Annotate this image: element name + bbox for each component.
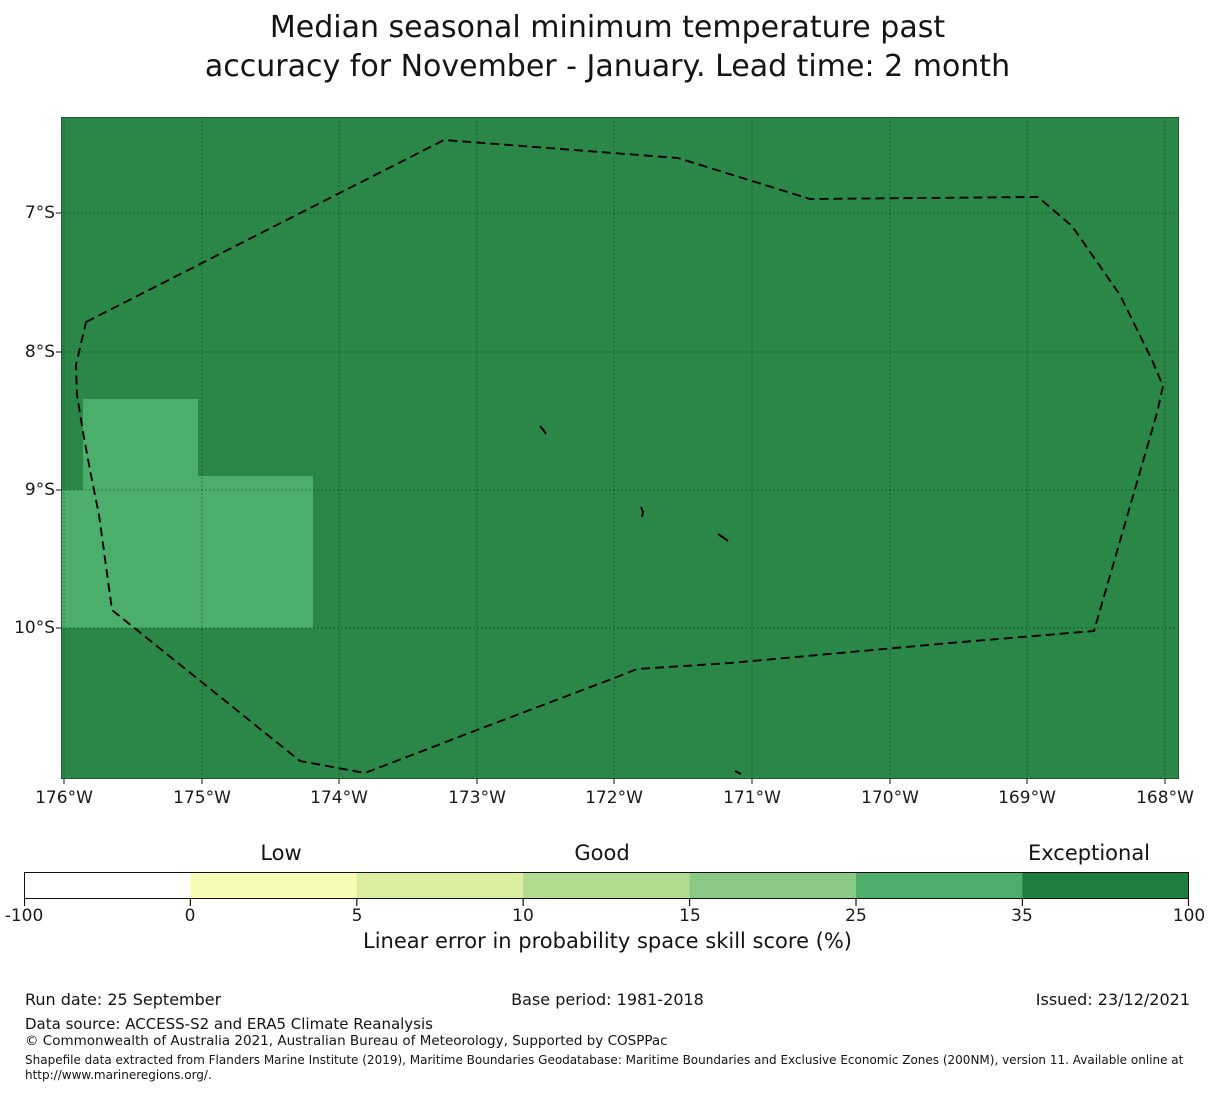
colorbar-tick-10: 10 <box>512 906 534 926</box>
data-source-text: Data source: ACCESS-S2 and ERA5 Climate … <box>25 1015 433 1033</box>
island-mark <box>640 506 645 518</box>
x-tick-label-170w: 170°W <box>861 788 919 808</box>
x-tick-label-169w: 169°W <box>998 788 1056 808</box>
map-plot <box>61 117 1179 779</box>
colorbar-segment <box>190 872 358 899</box>
x-tick-label-172w: 172°W <box>585 788 643 808</box>
copyright-text: © Commonwealth of Australia 2021, Austra… <box>25 1033 668 1049</box>
colorbar-segment <box>689 872 857 899</box>
colorbar <box>23 872 1190 907</box>
x-tick-label-175w: 175°W <box>173 788 231 808</box>
colorbar-tick-35: 35 <box>1011 906 1033 926</box>
colorbar-tick-15: 15 <box>679 906 701 926</box>
colorbar-tick-0: 0 <box>184 906 196 926</box>
base-period-text: Base period: 1981-2018 <box>511 990 704 1009</box>
colorbar-tick-100: 100 <box>1172 906 1206 926</box>
colorbar-segment <box>856 872 1023 899</box>
colorbar-ticks <box>23 899 1190 906</box>
run-date-text: Run date: 25 September <box>25 990 222 1009</box>
y-axis-ticks <box>56 212 61 629</box>
island-marks <box>539 425 742 775</box>
y-tick-label-8s: 8°S <box>24 342 55 362</box>
x-tick-label-174w: 174°W <box>310 788 368 808</box>
x-axis-ticks <box>63 779 1166 784</box>
colorbar-category-low: Low <box>260 841 302 865</box>
y-tick-label-9s: 9°S <box>24 480 55 500</box>
x-tick-label-171w: 171°W <box>723 788 781 808</box>
chart-title-line1: Median seasonal minimum temperature past <box>269 10 946 45</box>
colorbar-tick-5: 5 <box>351 906 363 926</box>
colorbar-frame <box>24 872 1189 899</box>
chart-title: Median seasonal minimum temperature past… <box>0 8 1215 86</box>
island-mark <box>734 770 742 775</box>
issued-text: Issued: 23/12/2021 <box>1035 990 1190 1009</box>
colorbar-segment <box>356 872 524 899</box>
colorbar-segment <box>24 872 191 899</box>
colorbar-segment <box>1022 872 1189 899</box>
map-background <box>61 117 1179 779</box>
colorbar-segment <box>523 872 691 899</box>
y-tick-label-7s: 7°S <box>24 203 55 223</box>
colorbar-tick-25: 25 <box>845 906 867 926</box>
x-tick-label-173w: 173°W <box>448 788 506 808</box>
shapefile-note: Shapefile data extracted from Flanders M… <box>25 1053 1184 1082</box>
colorbar-category-good: Good <box>574 841 630 865</box>
colorbar-tick-neg100: -100 <box>4 906 44 926</box>
colorbar-category-exceptional: Exceptional <box>1027 841 1151 865</box>
y-tick-label-10s: 10°S <box>14 618 55 638</box>
x-tick-label-176w: 176°W <box>35 788 93 808</box>
island-mark <box>717 533 729 542</box>
island-mark <box>539 425 547 435</box>
eez-boundary <box>75 139 1164 774</box>
x-tick-label-168w: 168°W <box>1136 788 1194 808</box>
map-canvas <box>61 117 1179 779</box>
chart-title-line2: accuracy for November - January. Lead ti… <box>204 49 1011 84</box>
map-frame <box>61 117 1179 779</box>
colorbar-axis-label: Linear error in probability space skill … <box>363 929 852 953</box>
highlight-patch <box>62 399 313 628</box>
